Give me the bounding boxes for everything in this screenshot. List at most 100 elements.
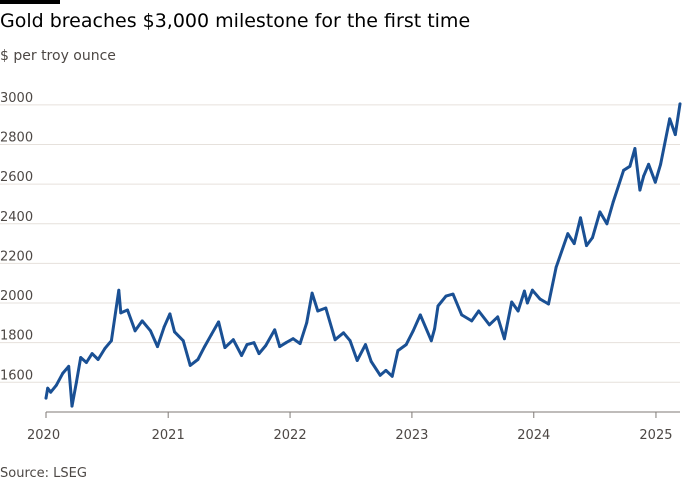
data-point bbox=[284, 341, 288, 345]
data-point bbox=[305, 321, 309, 325]
data-point bbox=[523, 289, 526, 293]
data-point bbox=[217, 320, 221, 324]
data-point bbox=[390, 374, 394, 378]
data-point bbox=[75, 380, 78, 384]
data-point bbox=[316, 309, 320, 313]
data-point bbox=[418, 313, 422, 317]
series-group bbox=[44, 102, 682, 408]
data-point bbox=[348, 339, 352, 343]
data-point bbox=[355, 359, 359, 362]
data-point bbox=[79, 356, 83, 359]
data-point bbox=[653, 180, 657, 184]
gold-price-line bbox=[44, 102, 682, 408]
data-point bbox=[209, 333, 213, 337]
data-point bbox=[496, 315, 500, 319]
data-point bbox=[591, 236, 594, 240]
data-point bbox=[324, 306, 328, 310]
data-point bbox=[149, 329, 152, 333]
data-point bbox=[70, 404, 74, 408]
data-point bbox=[133, 329, 137, 333]
source-note: Source: LSEG bbox=[0, 466, 87, 481]
chart-subtitle: $ per troy ounce bbox=[0, 48, 116, 64]
data-point bbox=[611, 200, 615, 204]
data-point bbox=[526, 301, 529, 305]
data-point bbox=[333, 338, 337, 342]
data-point bbox=[566, 232, 570, 236]
data-point bbox=[181, 339, 185, 343]
data-point bbox=[396, 349, 400, 352]
y-tick-label-2400: 2400 bbox=[0, 210, 33, 225]
data-point bbox=[436, 304, 440, 308]
data-point bbox=[54, 383, 58, 387]
data-point bbox=[538, 297, 542, 301]
data-point bbox=[49, 390, 53, 394]
data-point bbox=[433, 327, 436, 331]
data-point bbox=[673, 133, 677, 137]
data-point bbox=[310, 291, 314, 295]
y-tick-label-1600: 1600 bbox=[0, 368, 33, 383]
data-point bbox=[647, 162, 650, 166]
data-point bbox=[605, 222, 609, 226]
data-point bbox=[44, 396, 48, 400]
data-point bbox=[223, 346, 227, 349]
data-point bbox=[378, 373, 382, 377]
data-point bbox=[477, 309, 481, 313]
data-point bbox=[510, 300, 514, 304]
y-tick-label-2000: 2000 bbox=[0, 289, 33, 304]
data-point bbox=[638, 188, 642, 192]
data-point bbox=[516, 309, 520, 313]
x-tick-label-2022: 2022 bbox=[274, 428, 307, 443]
data-point bbox=[67, 365, 71, 368]
data-point bbox=[257, 352, 261, 355]
data-point bbox=[188, 364, 192, 367]
x-tick-label-2020: 2020 bbox=[27, 428, 60, 443]
data-point bbox=[117, 288, 121, 292]
data-point bbox=[103, 347, 107, 350]
data-point bbox=[140, 319, 144, 323]
y-tick-label-2600: 2600 bbox=[0, 170, 33, 185]
data-point bbox=[364, 343, 367, 346]
data-point bbox=[598, 210, 602, 214]
x-axis: 2020 2021 2022 2023 2024 2025 bbox=[27, 411, 680, 443]
data-point bbox=[61, 372, 65, 375]
gridlines bbox=[0, 104, 680, 383]
data-point bbox=[554, 266, 558, 269]
data-point bbox=[633, 147, 637, 150]
data-point bbox=[488, 323, 491, 327]
data-point bbox=[245, 343, 249, 346]
data-point bbox=[678, 102, 682, 106]
data-point bbox=[156, 345, 159, 348]
data-point bbox=[46, 386, 50, 390]
data-point bbox=[444, 294, 448, 298]
data-point bbox=[162, 325, 166, 329]
y-tick-label-2800: 2800 bbox=[0, 131, 33, 146]
y-tick-label-2200: 2200 bbox=[0, 249, 33, 264]
data-point bbox=[470, 319, 474, 323]
x-tick-label-2021: 2021 bbox=[152, 428, 185, 443]
data-point bbox=[503, 337, 506, 341]
x-tick-label-2023: 2023 bbox=[395, 428, 428, 443]
data-point bbox=[126, 308, 129, 312]
data-point bbox=[642, 174, 645, 178]
y-tick-label-1800: 1800 bbox=[0, 329, 33, 344]
data-point bbox=[196, 358, 200, 361]
data-point bbox=[96, 358, 100, 361]
chart-title: Gold breaches $3,000 milestone for the f… bbox=[0, 10, 471, 32]
data-point bbox=[451, 292, 455, 296]
data-point bbox=[252, 341, 256, 345]
data-point bbox=[572, 242, 576, 246]
data-point bbox=[668, 117, 672, 121]
data-point bbox=[168, 312, 172, 316]
data-point bbox=[579, 216, 582, 220]
data-point bbox=[547, 302, 550, 306]
data-point bbox=[85, 361, 88, 364]
data-point bbox=[411, 329, 415, 333]
x-tick-label-2025: 2025 bbox=[639, 428, 672, 443]
data-point bbox=[203, 345, 207, 348]
data-point bbox=[278, 345, 282, 348]
data-point bbox=[342, 331, 345, 335]
data-point bbox=[585, 244, 588, 248]
y-axis-labels: 1600 1800 2000 2200 2400 2600 2800 3000 bbox=[0, 91, 33, 383]
data-point bbox=[384, 369, 388, 372]
